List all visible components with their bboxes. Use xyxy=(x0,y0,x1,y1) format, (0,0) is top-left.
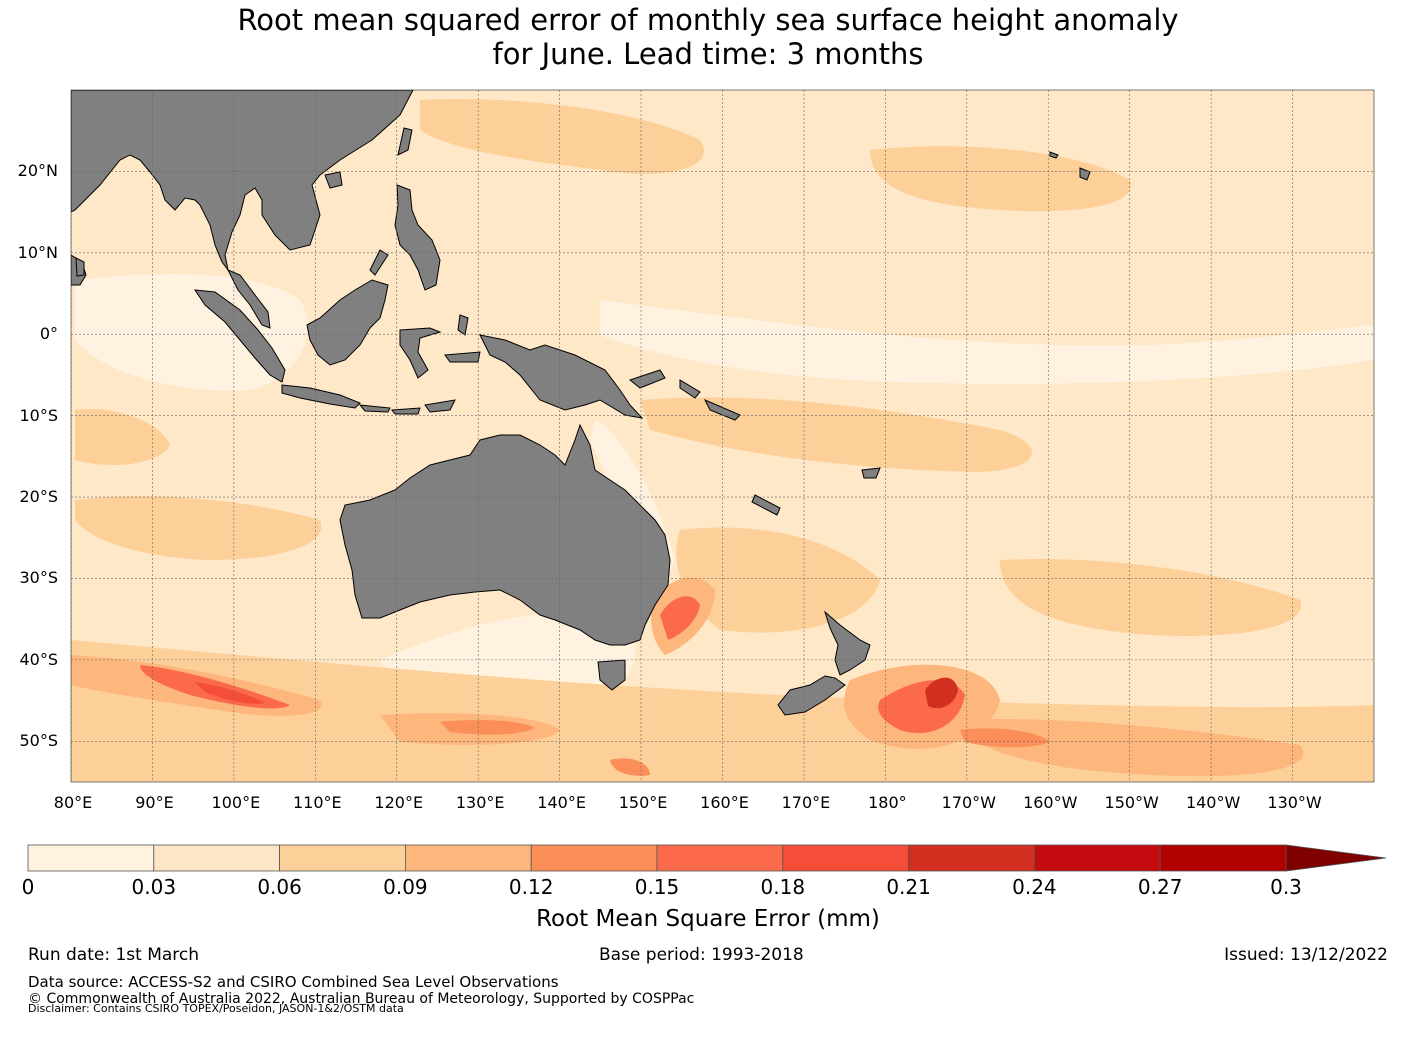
new-guinea xyxy=(479,334,644,419)
australia xyxy=(339,423,671,646)
latitude-label: 10°S xyxy=(19,405,58,425)
map-area xyxy=(71,90,1374,782)
sumatra xyxy=(193,289,286,383)
longitude-label: 170°W xyxy=(941,793,996,812)
new-zealand-north-island xyxy=(823,610,871,676)
high-error-zone-southern-ocean-east xyxy=(960,728,1050,748)
colorbar-tick-label: 0.03 xyxy=(131,875,177,899)
taiwan xyxy=(397,127,413,156)
very-high-error-zone-southern-ocean xyxy=(195,682,265,704)
land xyxy=(71,90,1091,716)
colorbar-tick-label: 0.24 xyxy=(1012,875,1057,899)
colorbar-label: Root Mean Square Error (mm) xyxy=(536,906,880,932)
longitude-label: 150°E xyxy=(618,793,668,812)
new-caledonia xyxy=(751,494,781,516)
longitude-label: 110°E xyxy=(292,793,342,812)
high-error-zone-southern-ocean-south xyxy=(440,720,535,735)
disclaimer: Disclaimer: Contains CSIRO TOPEX/Poseido… xyxy=(28,1002,404,1015)
colorbar-tick-label: 0.12 xyxy=(508,875,554,899)
java-and-lesser-sunda xyxy=(281,384,456,415)
colorbar-segment xyxy=(656,844,784,872)
latitude-label: 40°S xyxy=(19,649,58,669)
longitude-label: 120°E xyxy=(374,793,424,812)
high-error-zone-south-of-tasmania xyxy=(610,758,650,776)
longitude-label: 160°E xyxy=(700,793,749,812)
sulawesi xyxy=(399,327,442,379)
new-britain-and-solomons xyxy=(628,369,741,421)
colorbar-tick-label: 0.3 xyxy=(1270,875,1302,899)
hainan xyxy=(324,171,343,189)
colorbar-tick-label: 0 xyxy=(21,875,35,899)
colorbar-tick-label: 0.09 xyxy=(383,875,428,899)
longitude-label: 160°W xyxy=(1023,793,1078,812)
colorbar-tick-label: 0.27 xyxy=(1137,875,1183,899)
moderate-error-zone-indian-ocean-west xyxy=(75,409,170,465)
borneo xyxy=(306,279,389,366)
map-title-line-2: for June. Lead time: 3 months xyxy=(492,37,924,71)
colorbar-segment xyxy=(27,844,155,872)
longitude-label: 130°W xyxy=(1267,793,1322,812)
map-title-line-1: Root mean squared error of monthly sea s… xyxy=(237,3,1179,37)
high-error-zone-east-australian-current xyxy=(660,596,700,640)
tasmania xyxy=(597,659,626,691)
colorbar-segment xyxy=(530,844,658,872)
latitude-label: 20°N xyxy=(17,161,58,181)
moderate-error-zone-north-pacific xyxy=(420,99,704,174)
very-high-error-zone-east-of-new-zealand xyxy=(925,677,958,709)
map-frame xyxy=(70,89,1375,783)
latitude-label: 10°N xyxy=(17,242,58,262)
new-zealand-south-island xyxy=(777,675,846,716)
colorbar-segment xyxy=(1159,844,1287,872)
sri-lanka xyxy=(75,257,85,277)
colorbar-tick-label: 0.06 xyxy=(257,875,302,899)
longitude-label: 140°W xyxy=(1185,793,1241,812)
colorbar-segment xyxy=(1034,844,1161,872)
latitude-label: 20°S xyxy=(19,487,58,507)
colorbar-segment xyxy=(404,844,532,872)
data-source: Data source: ACCESS-S2 and CSIRO Combine… xyxy=(28,973,559,991)
colorbar-tick-label: 0.15 xyxy=(634,875,680,899)
longitude-label: 80°E xyxy=(53,793,93,812)
graticule xyxy=(71,90,1374,782)
latitude-label: 0° xyxy=(39,324,58,344)
colorbar-tick-label: 0.18 xyxy=(760,875,806,899)
colorbar-segment xyxy=(279,844,406,872)
moderate-error-zone-tasman-sea xyxy=(676,527,880,633)
malay-peninsula xyxy=(226,269,271,329)
run-date: Run date: 1st March xyxy=(28,945,200,965)
colorbar-segment xyxy=(782,844,909,872)
colorbar-extend-arrow xyxy=(1285,844,1387,872)
longitude-label: 180° xyxy=(868,793,907,812)
longitude-label: 150°W xyxy=(1104,793,1159,812)
base-period: Base period: 1993-2018 xyxy=(599,945,804,965)
longitude-label: 140°E xyxy=(537,793,586,812)
low-error-zone-equatorial-pacific xyxy=(600,300,1374,384)
moderate-error-zone-indian-ocean-south xyxy=(75,496,322,560)
latitude-label: 50°S xyxy=(19,731,58,751)
moderate-error-zone-central-pacific xyxy=(870,146,1132,212)
fiji xyxy=(861,467,881,479)
latitude-label: 30°S xyxy=(19,568,58,588)
longitude-label: 170°E xyxy=(781,793,831,812)
longitude-label: 130°E xyxy=(455,793,505,812)
colorbar xyxy=(27,844,1387,872)
hawaii xyxy=(1049,151,1091,181)
colorbar-segment xyxy=(908,844,1035,872)
colorbar-tick-label: 0.21 xyxy=(886,875,931,899)
longitude-label: 90°E xyxy=(135,793,174,812)
longitude-label: 100°E xyxy=(211,793,261,812)
philippines xyxy=(369,184,441,291)
issued-date: Issued: 13/12/2022 xyxy=(1224,945,1388,965)
colorbar-segment xyxy=(153,844,281,872)
elevated-error-zone-south-pacific-east xyxy=(960,719,1304,777)
copyright-notice: © Commonwealth of Australia 2022, Austra… xyxy=(28,991,695,1007)
